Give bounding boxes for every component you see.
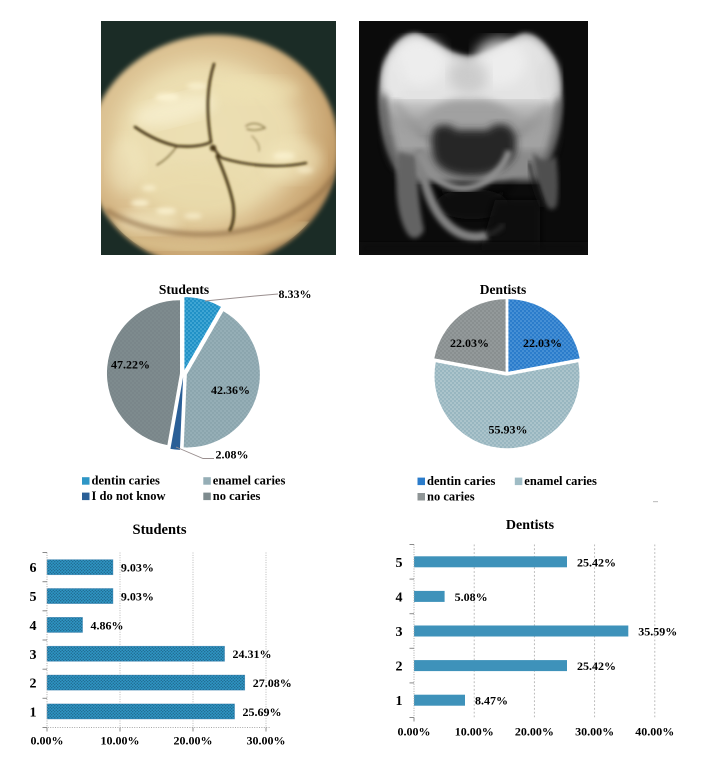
svg-text:10.00%: 10.00% (455, 725, 494, 739)
svg-text:27.08%: 27.08% (253, 676, 292, 690)
svg-text:47.22%: 47.22% (111, 358, 150, 372)
svg-text:3: 3 (396, 625, 403, 640)
svg-text:20.00%: 20.00% (515, 725, 554, 739)
svg-text:8.33%: 8.33% (279, 287, 312, 301)
svg-text:55.93%: 55.93% (489, 423, 528, 437)
svg-text:1: 1 (396, 694, 403, 709)
svg-text:0.00%: 0.00% (31, 734, 64, 748)
svg-text:30.00%: 30.00% (247, 734, 286, 748)
svg-text:30.00%: 30.00% (575, 725, 614, 739)
svg-text:4: 4 (30, 619, 37, 634)
svg-text:4: 4 (396, 590, 403, 605)
svg-text:no caries: no caries (213, 489, 261, 503)
svg-text:35.59%: 35.59% (638, 625, 677, 639)
svg-text:5: 5 (30, 590, 37, 605)
svg-text:I do not know: I do not know (92, 489, 166, 503)
svg-text:8.47%: 8.47% (475, 694, 508, 708)
svg-text:1: 1 (30, 706, 37, 721)
svg-text:5: 5 (396, 556, 403, 571)
svg-text:2: 2 (396, 660, 403, 675)
svg-text:4.86%: 4.86% (91, 618, 124, 632)
svg-text:enamel caries: enamel caries (213, 474, 286, 488)
svg-text:no caries: no caries (427, 490, 475, 504)
svg-text:dentin caries: dentin caries (92, 474, 161, 488)
svg-text:9.03%: 9.03% (121, 561, 154, 575)
svg-text:Dentists: Dentists (506, 518, 555, 533)
svg-text:24.31%: 24.31% (233, 647, 272, 661)
svg-text:6: 6 (30, 561, 37, 576)
svg-text:enamel caries: enamel caries (524, 474, 597, 488)
svg-text:3: 3 (30, 648, 37, 663)
svg-text:10.00%: 10.00% (101, 734, 140, 748)
svg-text:40.00%: 40.00% (635, 725, 674, 739)
svg-text:2: 2 (30, 677, 37, 692)
svg-text:Students: Students (133, 522, 187, 538)
svg-text:20.00%: 20.00% (174, 734, 213, 748)
svg-text:0.00%: 0.00% (398, 725, 431, 739)
svg-text:25.69%: 25.69% (243, 705, 282, 719)
svg-text:5.08%: 5.08% (455, 590, 488, 604)
svg-text:Dentists: Dentists (480, 282, 527, 297)
svg-text:9.03%: 9.03% (121, 590, 154, 604)
svg-text:25.42%: 25.42% (577, 555, 616, 569)
svg-text:42.36%: 42.36% (211, 383, 250, 397)
svg-text:22.03%: 22.03% (523, 336, 562, 350)
svg-text:2.08%: 2.08% (216, 448, 249, 462)
svg-text:dentin caries: dentin caries (427, 474, 496, 488)
svg-text:25.42%: 25.42% (577, 659, 616, 673)
svg-text:22.03%: 22.03% (450, 336, 489, 350)
svg-text:Students: Students (159, 282, 209, 297)
